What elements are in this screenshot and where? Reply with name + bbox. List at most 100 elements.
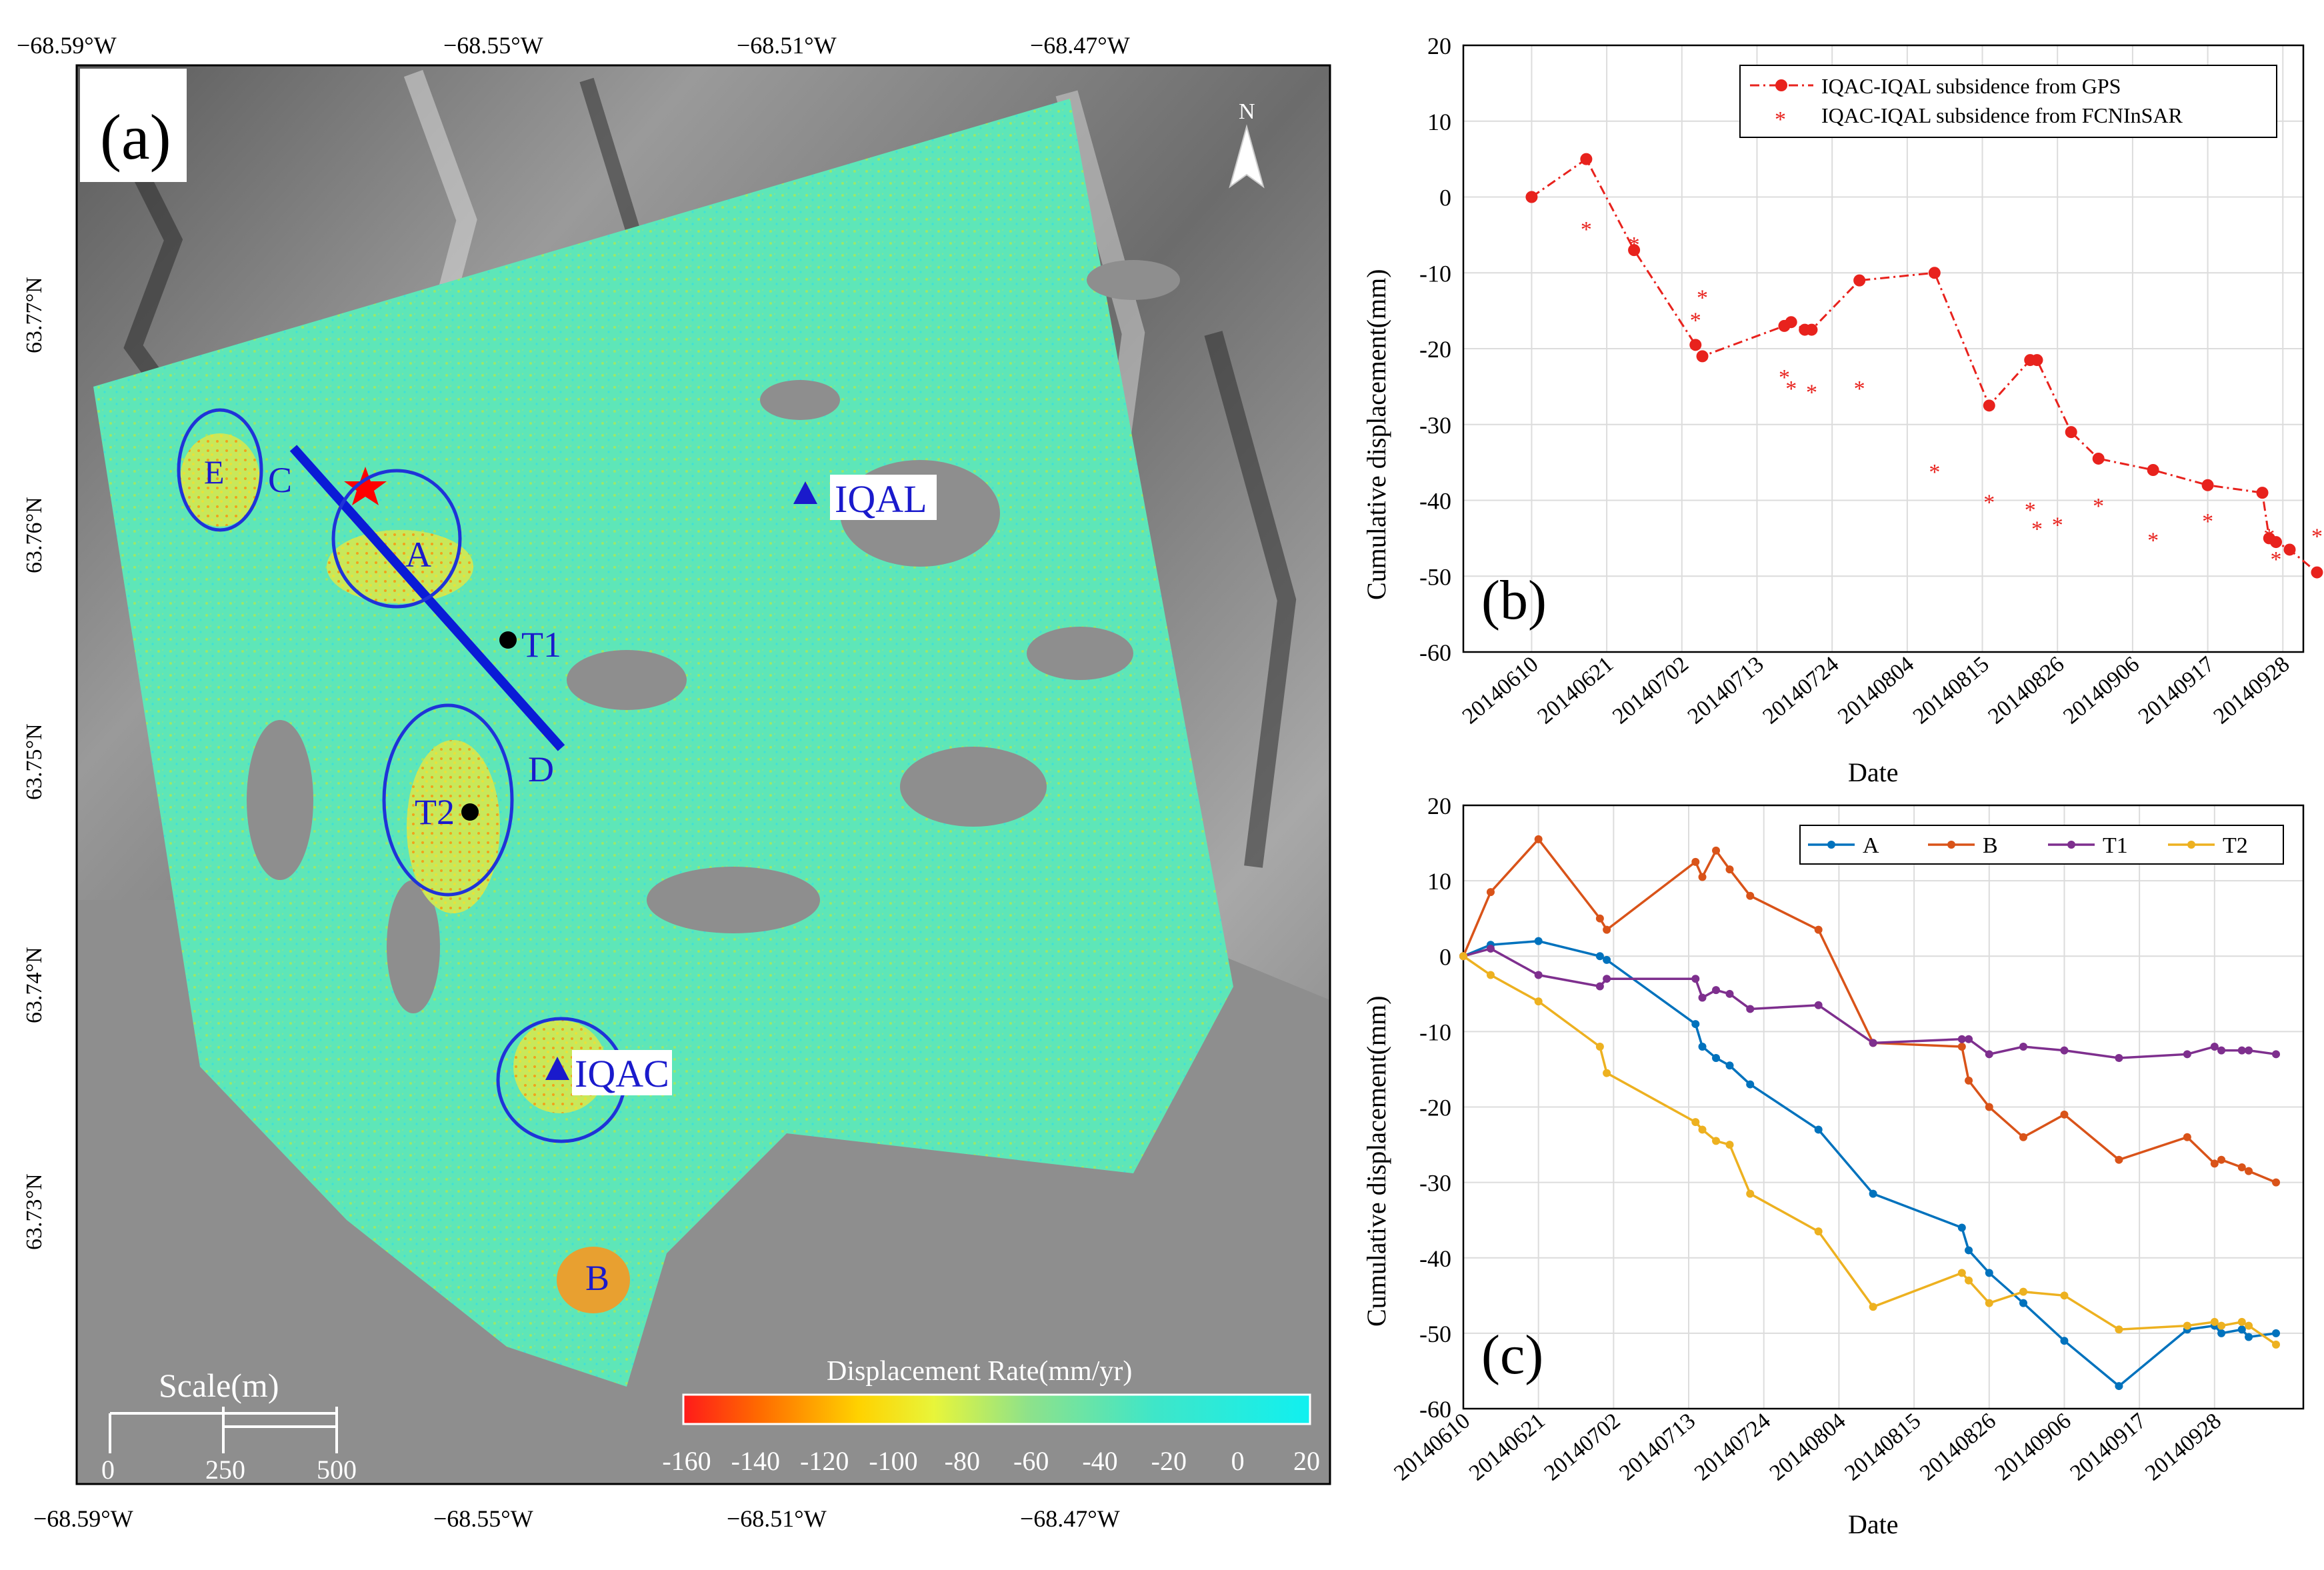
series-b-point — [1957, 1043, 1966, 1051]
lat-tick: 63.75°N — [22, 723, 47, 800]
series-t1-point — [1698, 993, 1707, 1002]
panel-c-label: (c) — [1481, 1324, 1543, 1386]
lat-tick: 63.73°N — [22, 1173, 47, 1250]
gps-point — [2283, 543, 2296, 556]
series-t2-point — [1957, 1269, 1966, 1277]
series-t1-point — [1595, 982, 1604, 991]
insar-point: * — [2031, 517, 2043, 541]
series-a-point — [1595, 952, 1604, 961]
y-tick-label: 0 — [1439, 185, 1451, 211]
gps-point — [2031, 354, 2043, 367]
series-t2-point — [1459, 952, 1467, 961]
series-b-point — [2245, 1167, 2253, 1175]
insar-point: * — [2271, 547, 2282, 572]
panel-a-label: (a) — [100, 101, 171, 173]
series-a-point — [2115, 1382, 2123, 1391]
series-t2-point — [1712, 1137, 1721, 1145]
colorbar-tick: 0 — [1231, 1446, 1245, 1476]
series-a-point — [2060, 1337, 2069, 1345]
series-b-point — [2272, 1178, 2281, 1187]
series-t1-point — [2115, 1053, 2123, 1062]
series-t1-point — [1725, 989, 1734, 998]
map-frame — [75, 64, 1331, 1485]
series-t1-point — [1486, 944, 1495, 953]
series-a-point — [1725, 1061, 1734, 1070]
colorbar-tick: -140 — [731, 1446, 780, 1476]
gps-point — [1525, 191, 1538, 203]
legend-c-label: T2 — [2223, 833, 2248, 858]
series-t1-point — [2237, 1046, 2246, 1055]
series-b-line — [1462, 837, 2277, 1184]
series-a-line — [1463, 939, 2277, 1388]
area-a-label: A — [405, 535, 431, 575]
colorbar: Displacement Rate(mm/yr) -160 -140 -120 -10… — [662, 1356, 1320, 1476]
series-a-point — [1746, 1080, 1755, 1089]
point-t2-label: T2 — [415, 792, 455, 832]
x-tick-label: 20140621 — [1465, 1409, 1550, 1486]
x-tick-label: 20140928 — [2209, 652, 2294, 729]
series-b-point — [2183, 1133, 2191, 1141]
series-t2-point — [2237, 1317, 2246, 1326]
station-iqal-icon — [793, 481, 817, 504]
series-b-point — [1814, 925, 1823, 934]
series-t2-point — [1985, 1299, 1993, 1307]
x-tick-label: 20140815 — [1909, 652, 1994, 729]
gps-point — [1628, 244, 1641, 257]
series-t1-point — [1965, 1035, 1973, 1043]
area-t2-ellipse — [382, 703, 514, 897]
legend-c-marker — [1827, 841, 1835, 849]
series-t1-point — [1691, 975, 1700, 983]
series-a-point — [1985, 1269, 1993, 1277]
x-tick-label: 20140713 — [1683, 652, 1769, 729]
lon-tick-bottom: −68.59°W — [33, 1505, 133, 1532]
series-a-point — [2245, 1333, 2253, 1341]
lat-tick: 63.74°N — [22, 947, 47, 1023]
legend-b-gps: IQAC-IQAL subsidence from GPS — [1821, 74, 2121, 98]
series-t1-point — [1746, 1005, 1755, 1013]
station-iqac-label: IQAC — [575, 1052, 669, 1095]
lat-tick: 63.76°N — [22, 497, 47, 573]
x-tick-label: 20140713 — [1615, 1409, 1700, 1486]
scale-label-250: 250 — [205, 1455, 245, 1485]
x-tick-label: 20140702 — [1608, 652, 1693, 729]
panel-c-axes-box — [1462, 804, 2305, 1410]
series-a-point — [1712, 1053, 1721, 1062]
series-t1-point — [1814, 1001, 1823, 1009]
insar-point: * — [1983, 491, 1995, 515]
lat-tick: 63.77°N — [22, 277, 47, 353]
insar-point: * — [1697, 285, 1708, 310]
series-t2-point — [2217, 1321, 2226, 1330]
station-iqal-box — [830, 475, 937, 520]
lon-tick-bottom: −68.47°W — [1020, 1505, 1120, 1532]
gps-point — [1785, 316, 1797, 329]
gps-point — [2092, 452, 2105, 465]
series-t2-point — [2115, 1325, 2123, 1334]
gps-point — [1696, 350, 1709, 363]
series-b-point — [1486, 888, 1495, 897]
area-e-label: E — [204, 453, 225, 491]
series-t2-point — [1965, 1276, 1973, 1285]
series-t2-point — [1486, 971, 1495, 979]
series-b-point — [2060, 1110, 2069, 1119]
x-tick-label: 20140804 — [1765, 1409, 1851, 1486]
insar-point: * — [2147, 528, 2159, 553]
insar-point: * — [1854, 377, 1865, 401]
area-b-label: B — [585, 1258, 609, 1298]
series-t2-point — [2245, 1321, 2253, 1330]
series-a-point — [2019, 1299, 2027, 1307]
series-t2-point — [1814, 1227, 1823, 1236]
x-tick-label: 20140702 — [1540, 1409, 1625, 1486]
colorbar-tick: -60 — [1013, 1446, 1049, 1476]
y-tick-label: 10 — [1427, 109, 1451, 135]
colorbar-ramp — [682, 1393, 1311, 1425]
y-tick-label: -10 — [1419, 260, 1451, 287]
series-a-point — [1869, 1189, 1877, 1198]
x-tick-label: 20140906 — [1991, 1409, 2076, 1486]
insar-point: * — [2202, 509, 2213, 534]
series-a-point — [1691, 1020, 1700, 1029]
series-t1-point — [1869, 1039, 1877, 1047]
legend-c-label: A — [1863, 833, 1879, 858]
series-t1-point — [2272, 1050, 2281, 1059]
series-a-point — [2217, 1329, 2226, 1337]
lon-tick-top: −68.47°W — [1030, 32, 1130, 59]
